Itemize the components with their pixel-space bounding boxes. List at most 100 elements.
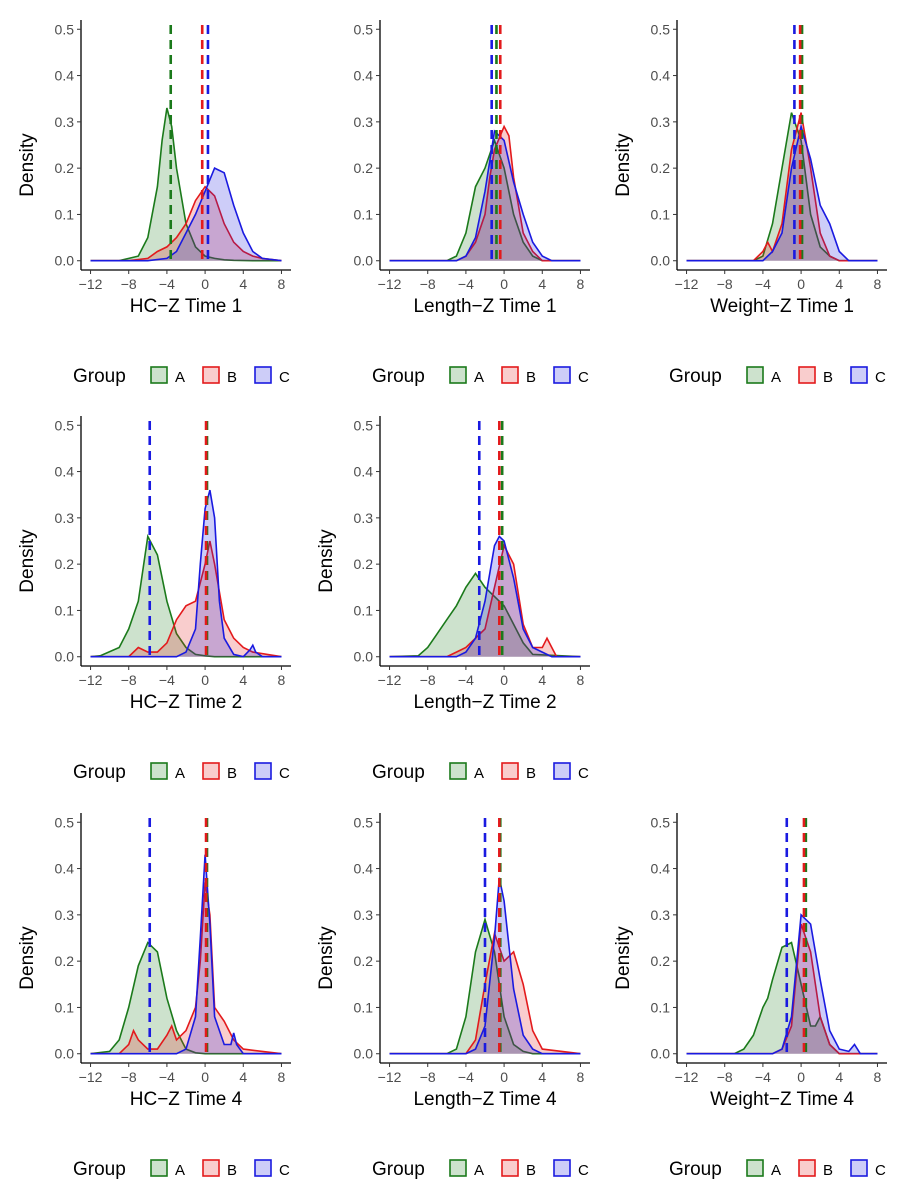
x-tick-label: −12 <box>79 1069 103 1085</box>
x-tick-label: −4 <box>159 672 175 688</box>
y-tick-label: 0.3 <box>55 907 75 923</box>
y-axis-title: Density <box>316 926 337 990</box>
legend-label-b: B <box>227 1162 237 1179</box>
density-line-a <box>90 107 282 262</box>
legend-key-a <box>746 1159 764 1177</box>
x-tick-label: 8 <box>577 672 585 688</box>
density-line-c <box>389 535 581 658</box>
legend-label-a: A <box>175 369 185 386</box>
x-axis-title: Length−Z Time 2 <box>413 692 556 713</box>
density-fill-a <box>686 942 878 1054</box>
plot-area <box>90 25 282 262</box>
x-tick-label: 0 <box>500 1069 508 1085</box>
y-tick-label: 0.2 <box>651 953 671 969</box>
density-line-b <box>90 540 282 658</box>
plot-area <box>389 25 581 262</box>
x-tick-label: −8 <box>420 672 436 688</box>
legend-label-b: B <box>526 765 536 782</box>
y-tick-label: 0.1 <box>55 602 75 618</box>
legend-label-a: A <box>474 765 484 782</box>
legend-label-c: C <box>279 765 290 782</box>
x-tick-label: −12 <box>675 1069 699 1085</box>
density-fill-b <box>389 126 581 261</box>
density-panel: 0.0 0.1 0.2 0.3 0.4 0.5 −12 −8 −4 0 4 8 Length−Z Tim… <box>354 20 590 387</box>
x-tick-label: −8 <box>121 276 137 292</box>
x-tick-label: 8 <box>874 1069 882 1085</box>
x-tick-label: 0 <box>201 1069 209 1085</box>
y-axis-title: Density <box>17 529 38 593</box>
y-tick-label: 0.4 <box>651 861 671 877</box>
x-axis-title: Weight−Z Time 4 <box>710 1089 854 1110</box>
density-panel: 0.0 0.1 0.2 0.3 0.4 0.5 −12 −8 −4 0 4 8 Length−Z Tim… <box>316 813 590 1180</box>
legend-label-c: C <box>578 369 589 386</box>
x-tick-label: 8 <box>278 276 286 292</box>
x-tick-label: −8 <box>121 672 137 688</box>
x-tick-label: 0 <box>201 672 209 688</box>
y-axis-title: Density <box>316 529 337 593</box>
legend-label-b: B <box>526 369 536 386</box>
plot-area <box>90 818 282 1055</box>
legend-key-c <box>553 366 571 384</box>
x-tick-label: 4 <box>239 276 247 292</box>
y-axis-title: Density <box>613 133 634 197</box>
legend-key-c <box>254 366 272 384</box>
legend-label-c: C <box>578 765 589 782</box>
legend-key-a <box>449 1159 467 1177</box>
y-tick-label: 0.1 <box>354 602 374 618</box>
x-tick-label: 4 <box>239 672 247 688</box>
x-tick-label: 0 <box>797 276 805 292</box>
x-tick-label: 0 <box>500 276 508 292</box>
density-fill-c <box>90 854 282 1054</box>
x-tick-label: −4 <box>159 276 175 292</box>
y-axis-title: Density <box>613 926 634 990</box>
y-tick-label: 0.3 <box>354 114 374 130</box>
legend-label-b: B <box>823 1162 833 1179</box>
y-tick-label: 0.0 <box>354 1046 374 1062</box>
legend-key-a <box>150 366 168 384</box>
density-fill-a <box>389 140 581 261</box>
y-tick-label: 0.4 <box>55 68 75 84</box>
x-tick-label: 4 <box>835 276 843 292</box>
x-tick-label: 4 <box>538 672 546 688</box>
legend-title: Group <box>372 762 425 783</box>
y-tick-label: 0.3 <box>651 907 671 923</box>
legend-label-a: A <box>474 369 484 386</box>
x-tick-label: 0 <box>797 1069 805 1085</box>
density-line-c <box>389 877 581 1055</box>
legend: Group A B C <box>372 366 589 387</box>
y-tick-label: 0.0 <box>55 253 75 269</box>
y-tick-label: 0.0 <box>55 649 75 665</box>
y-tick-label: 0.1 <box>55 206 75 222</box>
x-tick-label: −12 <box>79 672 103 688</box>
legend-key-b <box>501 1159 519 1177</box>
density-line-b <box>389 930 581 1055</box>
density-fill-c <box>90 168 282 261</box>
y-tick-label: 0.2 <box>354 953 374 969</box>
y-tick-label: 0.3 <box>354 907 374 923</box>
x-tick-label: 8 <box>577 276 585 292</box>
legend-key-b <box>202 1159 220 1177</box>
y-tick-label: 0.3 <box>55 510 75 526</box>
x-axis-title: HC−Z Time 2 <box>130 692 242 713</box>
y-tick-label: 0.4 <box>354 861 374 877</box>
x-tick-label: 8 <box>278 1069 286 1085</box>
legend-key-c <box>254 1159 272 1177</box>
legend-key-c <box>850 366 868 384</box>
y-tick-label: 0.2 <box>354 160 374 176</box>
density-fill-a <box>90 536 282 657</box>
y-tick-label: 0.5 <box>354 417 374 433</box>
x-axis-title: Length−Z Time 4 <box>413 1089 557 1110</box>
density-line-b <box>686 112 878 262</box>
x-tick-label: 8 <box>577 1069 585 1085</box>
y-tick-label: 0.2 <box>55 953 75 969</box>
y-tick-label: 0.2 <box>354 556 374 572</box>
x-axis-title: HC−Z Time 1 <box>130 296 242 317</box>
legend-label-b: B <box>227 765 237 782</box>
y-tick-label: 0.1 <box>354 999 374 1015</box>
y-tick-label: 0.1 <box>354 206 374 222</box>
y-tick-label: 0.3 <box>354 510 374 526</box>
density-fill-b <box>389 545 581 657</box>
density-fill-b <box>90 882 282 1054</box>
density-fill-c <box>389 536 581 657</box>
